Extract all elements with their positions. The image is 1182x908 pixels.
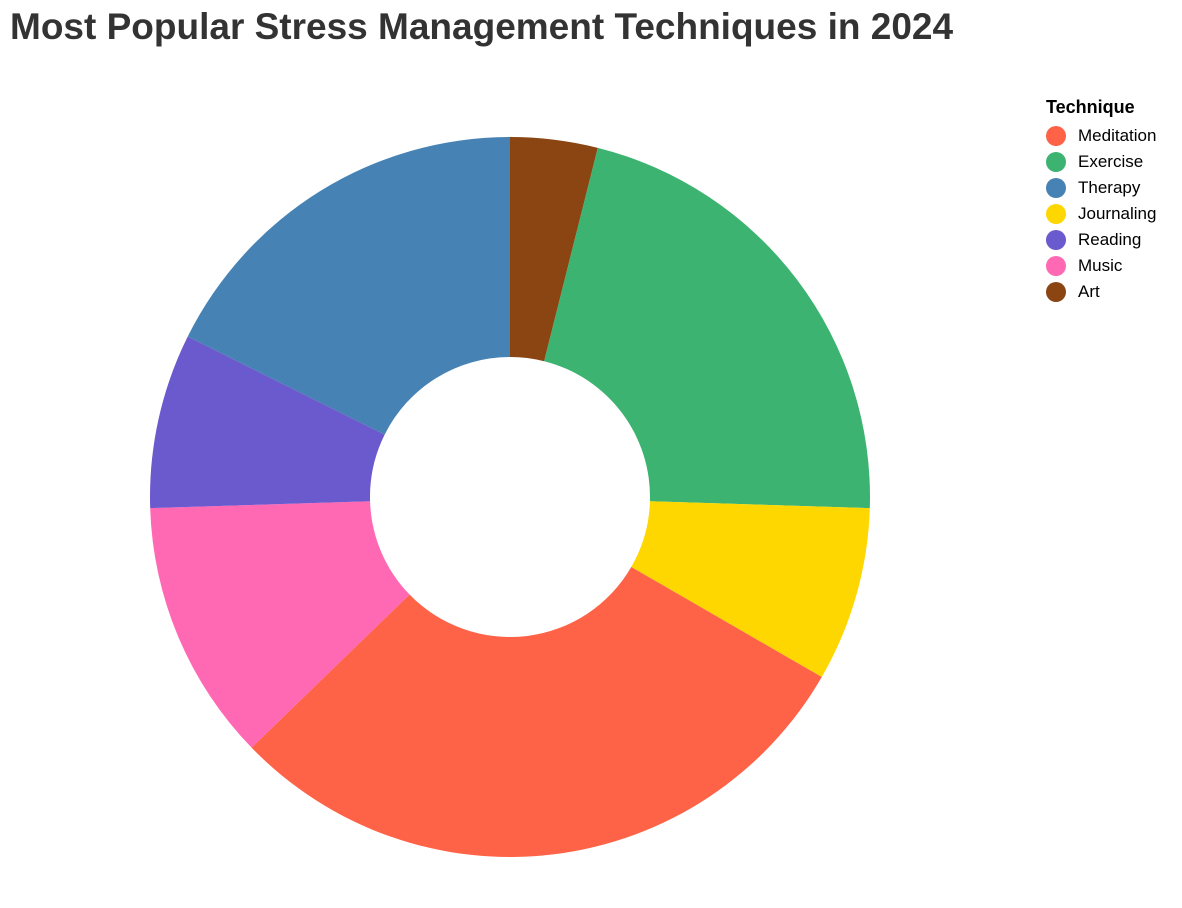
legend-label-journaling: Journaling [1078, 204, 1157, 223]
slice-meditation[interactable] [251, 567, 822, 857]
slice-music[interactable] [150, 501, 410, 748]
legend-swatch-music [1046, 256, 1066, 276]
legend-swatch-journaling [1046, 204, 1066, 224]
legend-item-meditation[interactable]: Meditation [1046, 123, 1156, 149]
legend-swatch-meditation [1046, 126, 1066, 146]
slice-art[interactable] [510, 137, 598, 362]
legend-item-therapy[interactable]: Therapy [1046, 175, 1156, 201]
legend-label-exercise: Exercise [1078, 152, 1144, 171]
legend-swatch-reading [1046, 230, 1066, 250]
legend-items: Meditation Exercise Therapy Journaling Readi… [1046, 123, 1156, 305]
legend-label-art: Art [1078, 282, 1100, 301]
legend-swatch-exercise [1046, 152, 1066, 172]
legend-label-therapy: Therapy [1078, 178, 1141, 197]
legend-label-meditation: Meditation [1078, 126, 1157, 145]
slice-reading[interactable] [150, 336, 385, 509]
slice-therapy[interactable] [187, 137, 510, 435]
legend-item-exercise[interactable]: Exercise [1046, 149, 1156, 175]
legend-title: Technique [1046, 97, 1135, 117]
legend-item-journaling[interactable]: Journaling [1046, 201, 1156, 227]
legend-label-music: Music [1078, 256, 1123, 275]
legend-swatch-therapy [1046, 178, 1066, 198]
legend: Technique Meditation Exercise Therapy Journ… [1046, 97, 1156, 305]
chart-title: Most Popular Stress Management Technique… [10, 6, 954, 47]
legend-label-reading: Reading [1078, 230, 1142, 249]
slice-exercise[interactable] [544, 147, 870, 509]
legend-item-music[interactable]: Music [1046, 253, 1156, 279]
legend-item-art[interactable]: Art [1046, 279, 1156, 305]
legend-swatch-art [1046, 282, 1066, 302]
legend-item-reading[interactable]: Reading [1046, 227, 1156, 253]
slice-journaling[interactable] [631, 501, 870, 677]
